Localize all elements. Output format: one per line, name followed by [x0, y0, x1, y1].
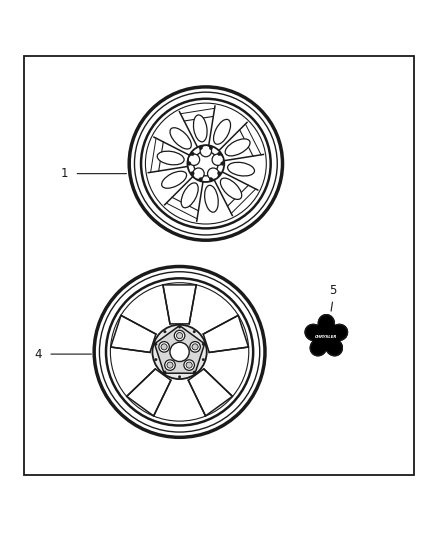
Ellipse shape	[194, 115, 207, 142]
Circle shape	[152, 325, 207, 379]
Text: CHRYSLER: CHRYSLER	[315, 335, 338, 338]
Circle shape	[178, 376, 181, 378]
Circle shape	[202, 343, 205, 345]
Circle shape	[178, 326, 181, 328]
Polygon shape	[163, 285, 196, 324]
Circle shape	[218, 172, 221, 175]
Ellipse shape	[181, 183, 198, 208]
Circle shape	[177, 333, 183, 338]
Circle shape	[199, 146, 202, 150]
Ellipse shape	[214, 119, 230, 144]
Circle shape	[155, 358, 157, 361]
Text: 4: 4	[34, 348, 42, 361]
Ellipse shape	[170, 128, 191, 149]
Polygon shape	[188, 369, 233, 416]
Circle shape	[191, 152, 194, 156]
Circle shape	[209, 146, 213, 150]
Ellipse shape	[162, 171, 187, 188]
Circle shape	[187, 162, 191, 165]
Circle shape	[190, 342, 200, 352]
Circle shape	[192, 344, 198, 350]
Circle shape	[191, 172, 194, 175]
Circle shape	[167, 362, 173, 368]
Circle shape	[159, 342, 170, 352]
Circle shape	[194, 151, 218, 176]
Circle shape	[221, 162, 224, 165]
Circle shape	[212, 154, 223, 165]
Polygon shape	[305, 314, 347, 356]
Circle shape	[187, 145, 224, 182]
Circle shape	[193, 371, 196, 374]
Text: 5: 5	[329, 284, 336, 297]
Polygon shape	[155, 326, 205, 373]
Circle shape	[208, 168, 219, 180]
Bar	[24, 56, 414, 474]
Circle shape	[155, 343, 157, 345]
Circle shape	[200, 146, 212, 157]
Circle shape	[186, 362, 192, 368]
Circle shape	[170, 342, 189, 361]
Circle shape	[184, 360, 194, 370]
Circle shape	[163, 330, 166, 333]
Circle shape	[312, 322, 341, 351]
Circle shape	[193, 168, 204, 180]
Circle shape	[202, 358, 205, 361]
Circle shape	[218, 152, 221, 156]
Ellipse shape	[228, 163, 254, 176]
Circle shape	[174, 330, 185, 341]
Polygon shape	[111, 316, 156, 352]
Circle shape	[161, 344, 167, 350]
Ellipse shape	[205, 185, 218, 212]
Circle shape	[163, 371, 166, 374]
Circle shape	[188, 154, 200, 165]
Ellipse shape	[157, 151, 184, 165]
Circle shape	[199, 177, 202, 181]
Text: 1: 1	[60, 167, 68, 180]
Polygon shape	[203, 316, 248, 352]
Ellipse shape	[225, 139, 250, 156]
Ellipse shape	[220, 178, 242, 199]
Polygon shape	[127, 369, 171, 416]
Circle shape	[193, 330, 196, 333]
Circle shape	[165, 360, 175, 370]
Circle shape	[209, 177, 213, 181]
